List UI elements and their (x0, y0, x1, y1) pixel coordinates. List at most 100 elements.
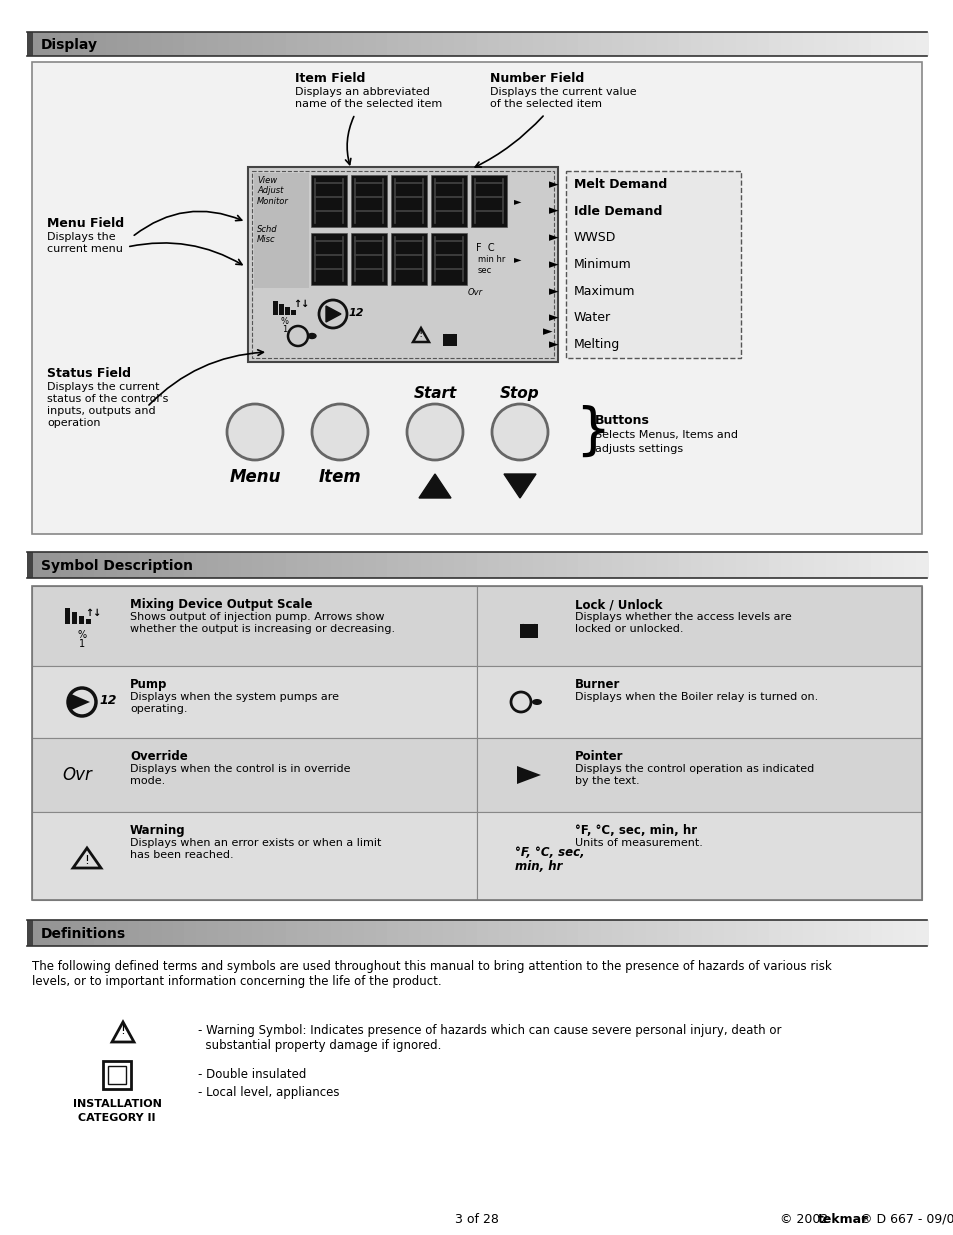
Bar (915, 32, 928, 56)
Bar (903, 552, 917, 578)
Text: !: ! (418, 329, 423, 338)
Bar (83, 920, 96, 946)
Bar (32, 666, 476, 739)
Bar (71, 552, 85, 578)
Bar (341, 552, 355, 578)
Text: Ovr: Ovr (62, 766, 91, 784)
Text: Warning: Warning (130, 824, 186, 837)
Bar (331, 552, 344, 578)
Bar (533, 32, 546, 56)
Bar (903, 32, 917, 56)
Bar (351, 175, 387, 227)
Bar (106, 920, 119, 946)
Bar (391, 175, 427, 227)
Circle shape (227, 404, 283, 459)
Bar (443, 32, 456, 56)
Bar (645, 920, 659, 946)
Text: ►: ► (549, 205, 558, 217)
Bar (802, 920, 816, 946)
Polygon shape (503, 474, 536, 498)
Text: ►: ► (549, 258, 558, 270)
Bar (465, 920, 478, 946)
Bar (634, 552, 647, 578)
Bar (802, 32, 816, 56)
Bar (556, 920, 568, 946)
Text: ►: ► (514, 196, 521, 206)
Bar (375, 32, 389, 56)
Text: °F, °C, sec,: °F, °C, sec, (515, 846, 584, 860)
Bar (240, 552, 253, 578)
Text: ►: ► (549, 338, 558, 351)
Text: Maximum: Maximum (574, 285, 635, 298)
Text: Lock / Unlock: Lock / Unlock (575, 598, 661, 611)
Bar (769, 32, 781, 56)
Bar (353, 920, 366, 946)
Bar (151, 920, 164, 946)
Bar (387, 920, 400, 946)
Bar (657, 920, 670, 946)
Text: Menu Field: Menu Field (47, 217, 124, 230)
Bar (735, 552, 748, 578)
Bar (285, 308, 290, 315)
Bar (273, 301, 277, 315)
Bar (83, 32, 96, 56)
Bar (600, 32, 614, 56)
Text: inputs, outputs and: inputs, outputs and (47, 406, 155, 416)
Bar (780, 32, 793, 56)
Bar (218, 32, 232, 56)
Text: CATEGORY II: CATEGORY II (78, 1113, 155, 1123)
Bar (83, 552, 96, 578)
Ellipse shape (308, 333, 315, 338)
Bar (566, 552, 579, 578)
Bar (252, 32, 265, 56)
Bar (432, 32, 445, 56)
Text: Displays when an error exists or when a limit
has been reached.: Displays when an error exists or when a … (130, 839, 381, 860)
Bar (32, 739, 476, 811)
Bar (600, 552, 614, 578)
Bar (915, 552, 928, 578)
Bar (94, 32, 108, 56)
Bar (94, 552, 108, 578)
Bar (589, 32, 602, 56)
Bar (802, 552, 816, 578)
Text: Item Field: Item Field (294, 72, 365, 85)
Text: Displays when the Boiler relay is turned on.: Displays when the Boiler relay is turned… (575, 692, 818, 701)
Bar (311, 233, 347, 285)
Bar (882, 32, 894, 56)
Bar (519, 624, 537, 638)
Bar (331, 32, 344, 56)
Bar (139, 552, 152, 578)
Bar (859, 920, 872, 946)
Bar (106, 552, 119, 578)
Bar (308, 920, 321, 946)
Text: ® D 667 - 09/02: ® D 667 - 09/02 (859, 1213, 953, 1226)
Bar (286, 552, 298, 578)
Ellipse shape (532, 699, 541, 705)
Bar (353, 32, 366, 56)
Bar (723, 552, 737, 578)
Bar (476, 585, 921, 666)
Bar (409, 552, 422, 578)
Bar (476, 552, 490, 578)
Bar (139, 920, 152, 946)
Bar (565, 170, 740, 358)
Bar (263, 920, 276, 946)
Bar (420, 920, 434, 946)
Bar (61, 552, 74, 578)
Bar (589, 552, 602, 578)
Bar (420, 552, 434, 578)
Bar (263, 552, 276, 578)
Bar (882, 920, 894, 946)
Text: - Warning Symbol: Indicates presence of hazards which can cause severe personal : - Warning Symbol: Indicates presence of … (198, 1024, 781, 1052)
Bar (679, 32, 692, 56)
Bar (600, 920, 614, 946)
Bar (667, 32, 680, 56)
Bar (207, 32, 220, 56)
Bar (195, 552, 209, 578)
Text: 3 of 28: 3 of 28 (455, 1213, 498, 1226)
Bar (431, 233, 467, 285)
Bar (173, 32, 186, 56)
Bar (870, 32, 883, 56)
Bar (667, 920, 680, 946)
Text: ►: ► (549, 285, 558, 298)
